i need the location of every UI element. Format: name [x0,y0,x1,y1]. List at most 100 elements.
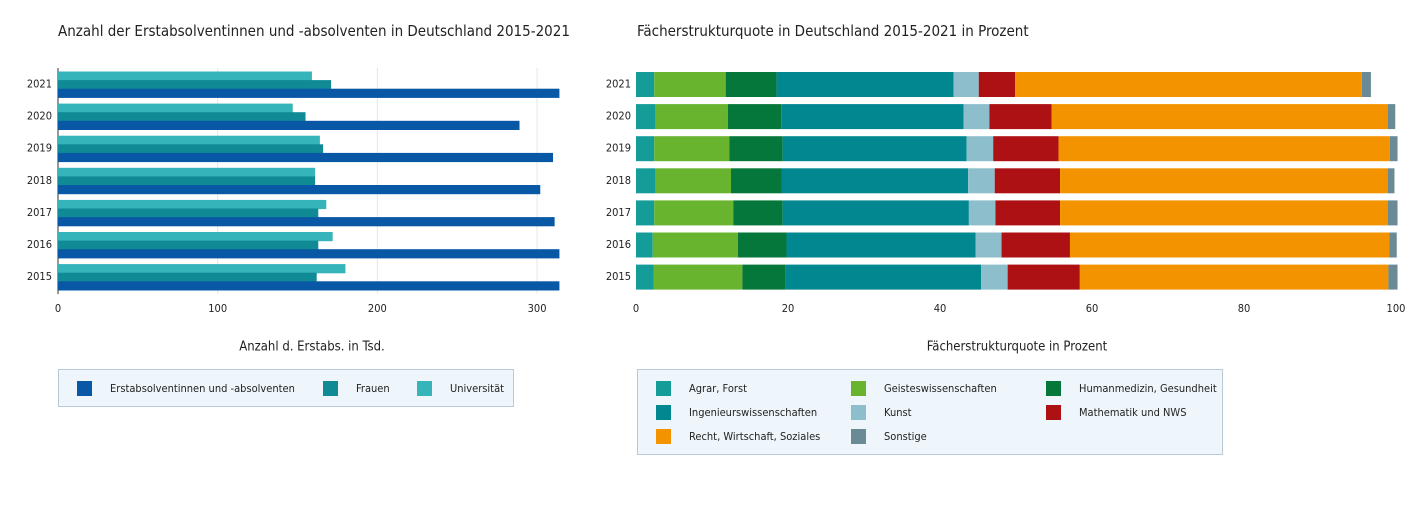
right-bar-2016-0 [636,232,653,258]
right-x-tick-label: 0 [633,302,639,315]
left-bar-2021-0 [58,71,312,81]
legend-label: Agrar, Forst [689,382,747,395]
right-bar-2016-3 [786,232,976,258]
right-year-label: 2015 [606,270,631,283]
legend-label: Recht, Wirtschaft, Soziales [689,430,821,443]
left-chart-legend: Erstabsolventinnen und -absolventen Fraue… [58,369,514,407]
right-bar-2017-3 [782,200,969,226]
right-bar-2017-1 [654,200,734,226]
right-bar-2020-4 [963,104,990,130]
legend-swatch [851,381,866,396]
legend-label: Ingenieurswissenschaften [689,406,818,419]
left-bar-2017-0 [58,199,327,210]
legend-swatch [1046,405,1061,420]
right-bar-2019-3 [782,136,967,162]
legend-swatch [851,429,866,444]
right-year-label: 2016 [606,238,631,251]
left-x-tick-label: 300 [528,302,547,315]
left-bar-2016-0 [58,232,333,242]
right-x-tick-label: 80 [1238,302,1251,315]
legend-swatch [417,381,432,396]
left-x-tick-label: 0 [55,302,61,315]
left-bar-2019-0 [58,135,320,145]
right-bar-2019-2 [729,136,783,162]
legend-label: Frauen [356,382,390,395]
right-bar-2021-2 [725,72,777,97]
left-bar-2018-1 [58,176,316,186]
right-chart-title: Fächerstrukturquote in Deutschland 2015-… [637,22,1029,40]
legend-item: Kunst [851,405,912,420]
legend-label: Kunst [884,406,912,419]
right-bar-2016-2 [737,232,787,258]
right-bar-2016-5 [1001,232,1070,258]
right-x-tick-label: 100 [1387,302,1406,315]
right-bar-2018-2 [731,168,782,194]
left-year-label: 2018 [27,174,52,187]
legend-label: Mathematik und NWS [1079,406,1187,419]
right-bar-2017-4 [968,200,996,226]
right-bar-2015-4 [981,264,1008,290]
legend-swatch [656,405,671,420]
right-bar-2020-6 [1051,104,1388,130]
right-year-label: 2018 [606,174,631,187]
right-bar-2018-1 [655,168,731,194]
legend-swatch [851,405,866,420]
right-x-tick-label: 20 [782,302,795,315]
right-bar-2018-6 [1060,168,1388,194]
right-bar-2019-1 [654,136,730,162]
left-bar-2018-0 [58,167,316,177]
left-bar-2021-2 [58,88,560,98]
right-bar-2018-5 [994,168,1061,194]
right-year-label: 2017 [606,206,631,219]
left-chart-title: Anzahl der Erstabsolventinnen und -absol… [58,22,570,40]
left-bar-2019-2 [58,152,554,163]
right-bar-2019-4 [966,136,994,162]
left-year-label: 2020 [27,110,52,123]
left-x-tick-label: 100 [208,302,227,315]
right-bar-2019-0 [636,136,655,162]
right-bar-2017-5 [995,200,1061,226]
right-bar-2016-1 [652,232,738,258]
left-bar-2015-2 [58,281,560,291]
left-x-tick-label: 200 [368,302,387,315]
right-bar-2016-6 [1069,232,1390,258]
right-x-tick-label: 60 [1086,302,1099,315]
legend-swatch [1046,381,1061,396]
left-bar-2017-1 [58,208,319,218]
right-x-tick-label: 40 [934,302,947,315]
right-year-label: 2019 [606,142,631,155]
legend-item: Frauen [323,381,390,396]
right-bar-2017-6 [1060,200,1388,226]
left-year-label: 2015 [27,270,52,283]
right-chart-legend: Agrar, Forst Geisteswissenschaften Humanme… [637,369,1223,455]
right-bar-2017-2 [733,200,783,226]
left-bar-2021-1 [58,80,332,90]
left-bar-2016-2 [58,249,560,259]
right-bar-2020-2 [727,104,782,130]
right-bar-2021-0 [636,72,655,97]
legend-swatch [656,381,671,396]
right-bar-2021-5 [978,72,1016,97]
right-bar-2019-5 [993,136,1059,162]
legend-label: Universität [450,382,505,395]
right-bar-2021-3 [776,72,954,97]
right-bar-2020-5 [989,104,1052,130]
legend-label: Sonstige [884,430,927,443]
right-bar-2015-1 [653,264,743,290]
right-year-label: 2020 [606,110,631,123]
right-bar-2015-3 [785,264,982,290]
right-bar-2016-4 [975,232,1002,258]
right-bar-2020-0 [636,104,655,130]
right-bar-2019-7 [1389,136,1398,162]
right-bar-2020-1 [655,104,728,130]
right-bar-2018-7 [1387,168,1395,194]
legend-label: Humanmedizin, Gesundheit [1079,382,1217,395]
right-bar-2019-6 [1058,136,1390,162]
right-bar-2018-3 [781,168,969,194]
legend-item: Universität [417,381,504,396]
left-year-label: 2017 [27,206,52,219]
right-bar-2015-6 [1079,264,1389,290]
legend-item: Geisteswissenschaften [851,381,997,396]
left-bar-2019-1 [58,144,324,154]
left-bar-2015-0 [58,264,346,274]
